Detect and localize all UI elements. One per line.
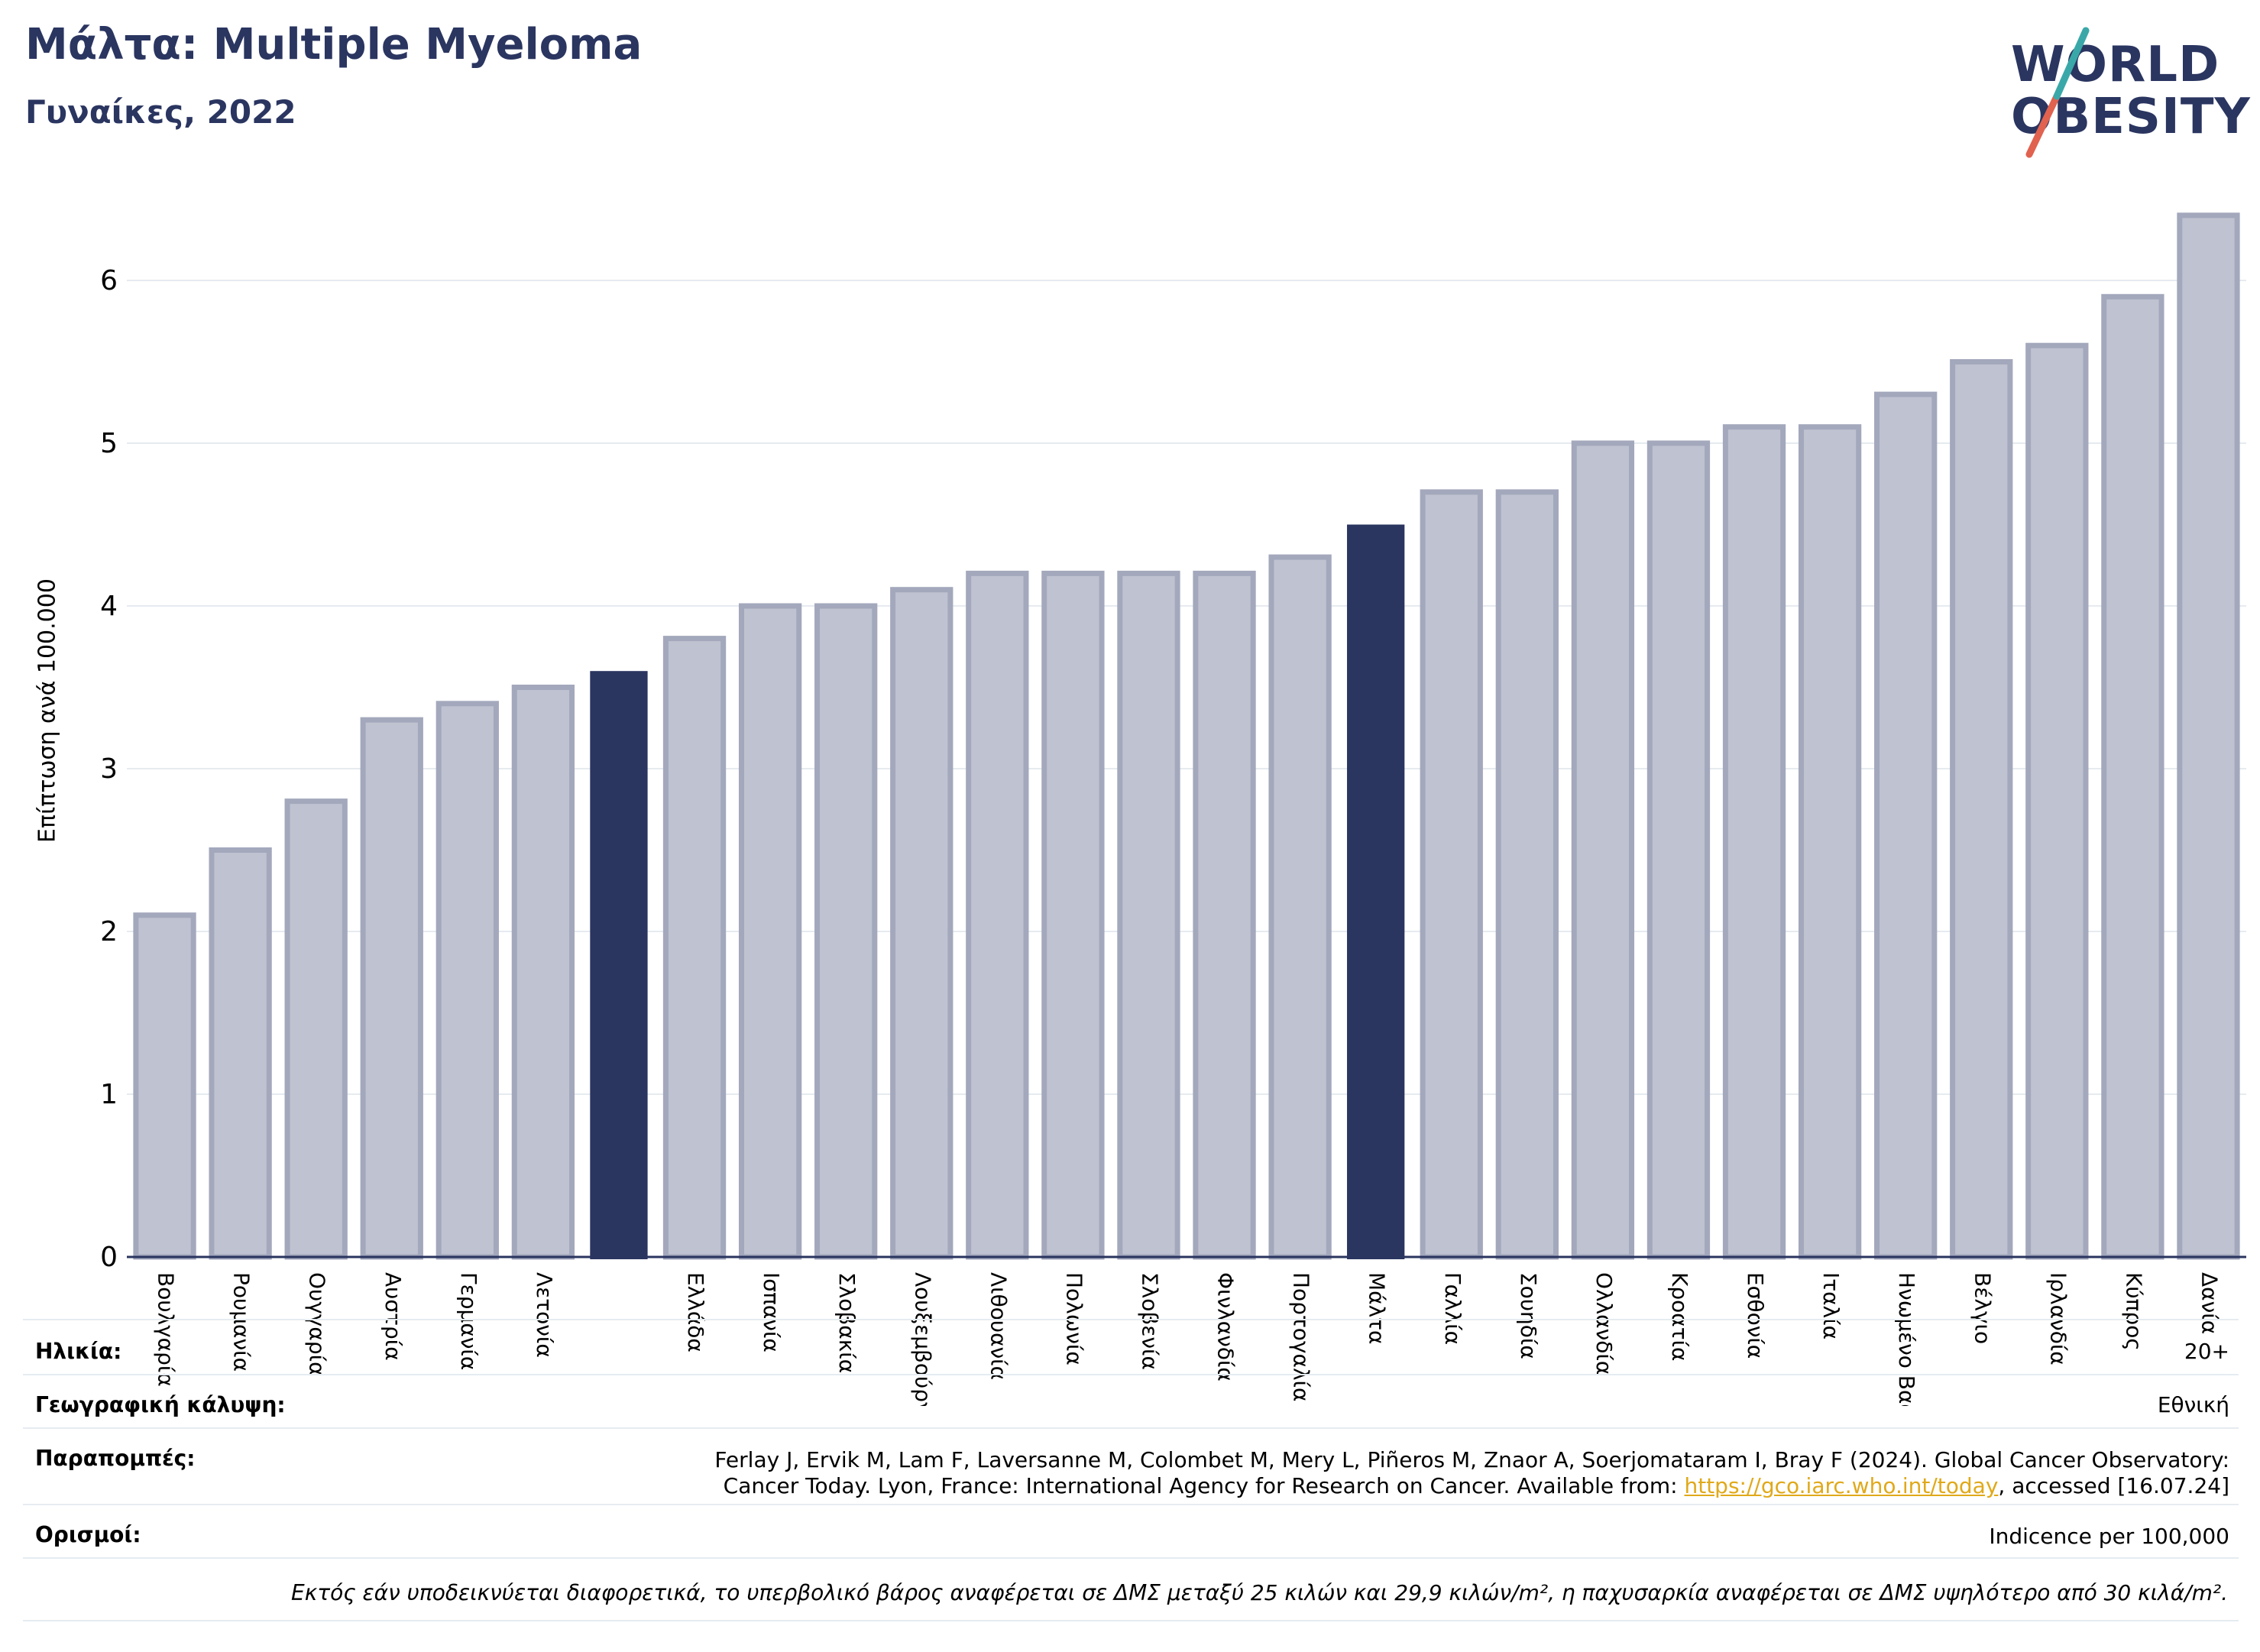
- references-line1: Ferlay J, Ervik M, Lam F, Laversanne M, …: [714, 1447, 2229, 1472]
- coverage-row: Γεωγραφική κάλυψη: Εθνική: [23, 1374, 2239, 1429]
- bar: [209, 847, 272, 1260]
- footnote-row: [23, 1557, 2239, 1621]
- logo-text-line1: WORLD: [2011, 37, 2220, 93]
- y-tick-label: 5: [100, 428, 118, 459]
- bar: [2177, 212, 2240, 1260]
- x-tick-label: Γερμανία: [456, 1272, 481, 1370]
- x-tick-label: Σλοβενία: [1137, 1272, 1162, 1370]
- references-value: Ferlay J, Ervik M, Lam F, Laversanne M, …: [714, 1447, 2229, 1499]
- bar-chart: 0 1 2 3 4 5 6 Βουλγαρία Ρουμανία Ουγγαρία Αυστρία Γ…: [100, 212, 2246, 1406]
- bar: [1041, 570, 1105, 1260]
- bar: [1495, 489, 1559, 1260]
- bar: [1874, 391, 1938, 1260]
- references-row: Παραπομπές: Ferlay J, Ervik M, Lam F, La…: [23, 1427, 2239, 1505]
- x-tick-label: Αυστρία: [380, 1272, 406, 1361]
- bar: [966, 570, 1029, 1260]
- x-tick-label: Πορτογαλία: [1289, 1272, 1314, 1401]
- bar: [1798, 424, 1862, 1260]
- bar: [435, 701, 499, 1260]
- y-axis-label: Επίπτωση ανά 100.000: [34, 578, 61, 843]
- x-tick-label: Εσθονία: [1743, 1272, 1768, 1359]
- x-tick-label: Κύπρος: [2121, 1272, 2146, 1351]
- bar: [511, 685, 575, 1260]
- x-tick-label: Κροατία: [1667, 1272, 1692, 1362]
- gco-link[interactable]: https://gco.iarc.who.int/today: [1684, 1473, 1999, 1498]
- world-obesity-logo: WORLD OBESITY: [2002, 23, 2250, 160]
- page-title: Μάλτα: Multiple Myeloma: [25, 20, 643, 70]
- logo-slash-icon: [2025, 27, 2090, 158]
- coverage-label: Γεωγραφική κάλυψη:: [35, 1392, 286, 1417]
- x-tick-label: Λιθουανία: [986, 1272, 1011, 1380]
- x-tick-label: Σουηδία: [1516, 1272, 1541, 1359]
- x-tick-label: Ιρλανδία: [2045, 1272, 2071, 1365]
- bar: [890, 587, 954, 1260]
- y-tick-label: 3: [100, 753, 118, 785]
- x-tick-label: Ολλανδία: [1591, 1272, 1617, 1375]
- y-tick-label: 2: [100, 916, 118, 947]
- page-subtitle: Γυναίκες, 2022: [25, 93, 296, 131]
- coverage-value: Εθνική: [2157, 1392, 2229, 1417]
- references-line2-pre: Cancer Today. Lyon, France: Internationa…: [723, 1473, 1685, 1498]
- bar-highlighted: [1347, 524, 1405, 1259]
- definitions-row: Ορισμοί: Indicence per 100,000: [23, 1504, 2239, 1559]
- x-tick-label: Πολωνία: [1061, 1272, 1086, 1365]
- bar: [1420, 489, 1483, 1260]
- bar-highlighted: [590, 671, 648, 1259]
- x-tick-label: Λετονία: [532, 1272, 557, 1358]
- bar: [662, 636, 727, 1260]
- bar: [1117, 570, 1180, 1260]
- x-tick-label: Μάλτα: [1365, 1272, 1390, 1345]
- references-label: Παραπομπές:: [35, 1446, 196, 1471]
- y-tick-label: 1: [100, 1079, 118, 1110]
- bar: [360, 717, 423, 1260]
- y-tick-label: 6: [100, 265, 118, 296]
- definitions-label: Ορισμοί:: [35, 1522, 141, 1547]
- age-row: Ηλικία: 20+: [23, 1319, 2239, 1375]
- x-tick-label: Ισπανία: [759, 1272, 784, 1352]
- y-tick-label: 0: [100, 1242, 118, 1273]
- x-tick-label: Ιταλία: [1818, 1272, 1844, 1339]
- bar: [1571, 440, 1635, 1260]
- bar: [284, 798, 348, 1260]
- x-tick-label: Βέλγιο: [1970, 1272, 1995, 1344]
- bar: [1950, 359, 2013, 1260]
- bar: [1722, 424, 1786, 1260]
- x-tick-label: Ηνωμένο Βασίλειο: [1894, 1272, 1919, 1406]
- x-tick-label: Δανία: [2197, 1272, 2222, 1334]
- x-tick-label: Φινλανδία: [1213, 1272, 1238, 1382]
- x-tick-label: Βουλγαρία: [154, 1272, 179, 1387]
- age-value: 20+: [2184, 1339, 2229, 1364]
- definitions-value: Indicence per 100,000: [1989, 1524, 2229, 1549]
- x-tick-label: Ελλάδα: [683, 1272, 708, 1352]
- bar: [133, 912, 196, 1260]
- age-label: Ηλικία:: [35, 1339, 122, 1364]
- bar: [1646, 440, 1711, 1260]
- references-line2-post: , accessed [16.07.24]: [1998, 1473, 2229, 1498]
- bar: [2025, 342, 2089, 1260]
- x-tick-label: Ουγγαρία: [305, 1272, 330, 1376]
- bar: [2101, 293, 2164, 1260]
- x-tick-label: Λουξεμβούργο: [910, 1272, 935, 1406]
- x-tick-label: Ρουμανία: [229, 1272, 254, 1372]
- y-tick-label: 4: [100, 591, 118, 622]
- footnote: Εκτός εάν υποδεικνύεται διαφορετικά, το …: [291, 1580, 2228, 1605]
- bar: [814, 603, 878, 1260]
- x-tick-label: Σλοβακία: [834, 1272, 860, 1373]
- x-tick-label: Γαλλία: [1440, 1272, 1465, 1345]
- bar: [738, 603, 802, 1260]
- bar: [1268, 554, 1332, 1260]
- bar: [1193, 570, 1256, 1260]
